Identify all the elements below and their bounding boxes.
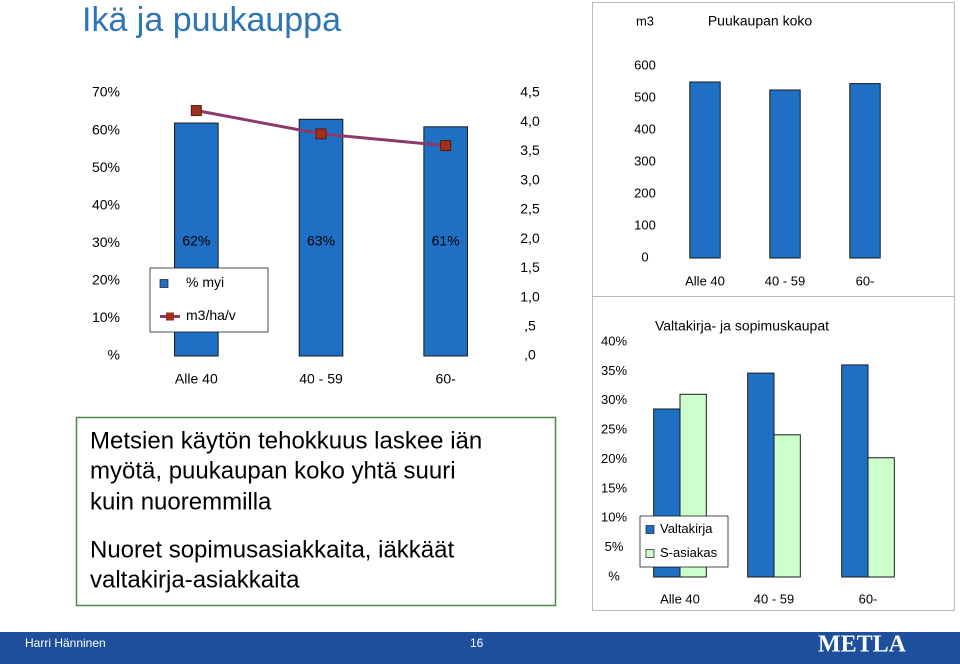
legend-label: % myi <box>186 274 224 290</box>
unit-label: m3 <box>636 13 654 28</box>
value-label: 62% <box>182 233 210 249</box>
bar <box>298 118 344 357</box>
text-box <box>75 416 557 607</box>
legend-box <box>149 267 269 333</box>
legend-swatch <box>645 525 655 534</box>
bar <box>423 126 468 357</box>
y2-tick-label: 3,0 <box>520 171 540 187</box>
bar <box>773 434 801 578</box>
x-tick-label: 40 - 59 <box>299 371 343 387</box>
text-line: valtakirja-asiakkaita <box>90 566 300 593</box>
legend-label: Valtakirja <box>660 521 713 536</box>
footer-logo: METLA <box>818 632 907 658</box>
legend-box <box>639 515 729 568</box>
legend-label: S-asiakas <box>660 545 718 560</box>
y-tick-label: 40% <box>601 333 627 348</box>
legend-label: m3/ha/v <box>186 307 236 323</box>
y-tick-label: 60% <box>92 121 120 137</box>
y2-tick-label: ,5 <box>524 317 536 333</box>
chart-frame <box>592 296 955 611</box>
y-tick-label: 100 <box>634 217 656 232</box>
line-marker <box>315 128 327 140</box>
x-tick-label: 40 - 59 <box>765 273 805 288</box>
y-tick-label: 15% <box>601 480 627 495</box>
text-line: myötä, puukaupan koko yhtä suuri <box>90 457 456 484</box>
y-tick-label: 40% <box>92 196 120 212</box>
y2-tick-label: 1,5 <box>520 259 540 275</box>
x-tick-label: 60- <box>856 273 875 288</box>
legend-swatch <box>645 549 655 558</box>
y-tick-label: 5% <box>605 539 624 554</box>
y-tick-label: 70% <box>92 84 120 100</box>
chart-title: Valtakirja- ja sopimuskaupat <box>655 318 829 334</box>
x-tick-label: 40 - 59 <box>754 591 794 606</box>
bar <box>747 372 775 578</box>
bar <box>689 81 721 259</box>
x-tick-label: Alle 40 <box>175 371 218 387</box>
x-tick-label: Alle 40 <box>685 273 725 288</box>
y-tick-label: 600 <box>634 57 656 72</box>
y-tick-label: 300 <box>634 153 656 168</box>
bar <box>841 364 869 578</box>
y-tick-label: 30% <box>601 392 627 407</box>
y-tick-label: 10% <box>601 510 627 525</box>
text-line: kuin nuoremmilla <box>90 488 272 515</box>
y-tick-label: 400 <box>634 121 656 136</box>
footer-author: Harri Hänninen <box>25 636 106 650</box>
y2-tick-label: 4,5 <box>520 84 540 100</box>
y-tick-label: 20% <box>601 451 627 466</box>
line-marker <box>440 140 452 152</box>
text-line: Nuoret sopimusasiakkaita, iäkkäät <box>90 536 455 563</box>
x-tick-label: Alle 40 <box>660 591 700 606</box>
y2-tick-label: 1,0 <box>520 288 540 304</box>
x-tick-label: 60- <box>436 371 457 387</box>
y-tick-label: 30% <box>92 234 120 250</box>
slide-title: Ikä ja puukauppa <box>82 1 341 39</box>
y-tick-label: 10% <box>92 309 120 325</box>
bar <box>849 83 881 259</box>
footer-bar <box>0 632 960 664</box>
y2-tick-label: ,0 <box>524 347 536 363</box>
value-label: 63% <box>307 233 335 249</box>
y2-tick-label: 3,5 <box>520 142 540 158</box>
legend-swatch <box>166 312 174 321</box>
y2-tick-label: 2,0 <box>520 230 540 246</box>
bar <box>867 457 895 578</box>
y2-tick-label: 2,5 <box>520 201 540 217</box>
text-line: Metsien käytön tehokkuus laskee iän <box>90 427 482 454</box>
y-tick-label: 35% <box>601 363 627 378</box>
y-tick-label: 25% <box>601 422 627 437</box>
footer-page: 16 <box>470 636 484 650</box>
y-tick-label: 500 <box>634 89 656 104</box>
chart-title: Puukaupan koko <box>708 13 813 29</box>
value-label: 61% <box>432 233 460 249</box>
y-tick-label: 200 <box>634 185 656 200</box>
x-tick-label: 60- <box>859 591 878 606</box>
legend-swatch <box>159 279 169 288</box>
y-tick-label: % <box>108 347 120 363</box>
y-tick-label: % <box>608 568 620 583</box>
y-tick-label: 50% <box>92 159 120 175</box>
y2-tick-label: 4,0 <box>520 113 540 129</box>
line-marker <box>190 105 202 117</box>
y-tick-label: 20% <box>92 272 120 288</box>
bar <box>769 89 801 259</box>
y-tick-label: 0 <box>641 249 648 264</box>
